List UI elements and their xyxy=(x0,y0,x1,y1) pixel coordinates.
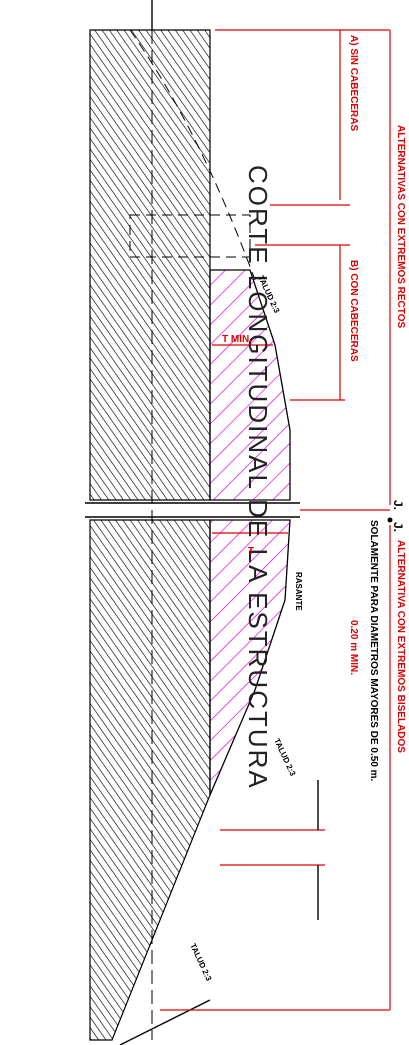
label: T xyxy=(248,546,254,557)
label: A) SIN CABECERAS xyxy=(348,35,359,131)
labels: CORTE LONGITUDINAL DE LA ESTRUCTURA A) S… xyxy=(188,35,406,983)
label: B) CON CABECERAS xyxy=(348,260,359,362)
label: T MIN. xyxy=(222,334,252,345)
label: TALUD 2:3 xyxy=(188,942,213,983)
title: CORTE LONGITUDINAL DE LA ESTRUCTURA xyxy=(243,165,273,790)
label: J. xyxy=(391,500,405,510)
label: 0.20 m MIN. xyxy=(348,620,359,675)
label: ALTERNATIVAS CON EXTREMOS RECTOS xyxy=(395,125,406,328)
label: RASANTE xyxy=(294,572,303,611)
label: ALTERNATIVA CON EXTREMOS BISELADOS xyxy=(395,540,406,753)
label: SOLAMENTE PARA DIAMETROS MAYORES DE 0.50… xyxy=(368,520,379,782)
label: J. xyxy=(391,522,405,532)
label: TALUD 2:3 xyxy=(272,737,297,778)
drawing: CORTE LONGITUDINAL DE LA ESTRUCTURA A) S… xyxy=(0,0,409,1045)
